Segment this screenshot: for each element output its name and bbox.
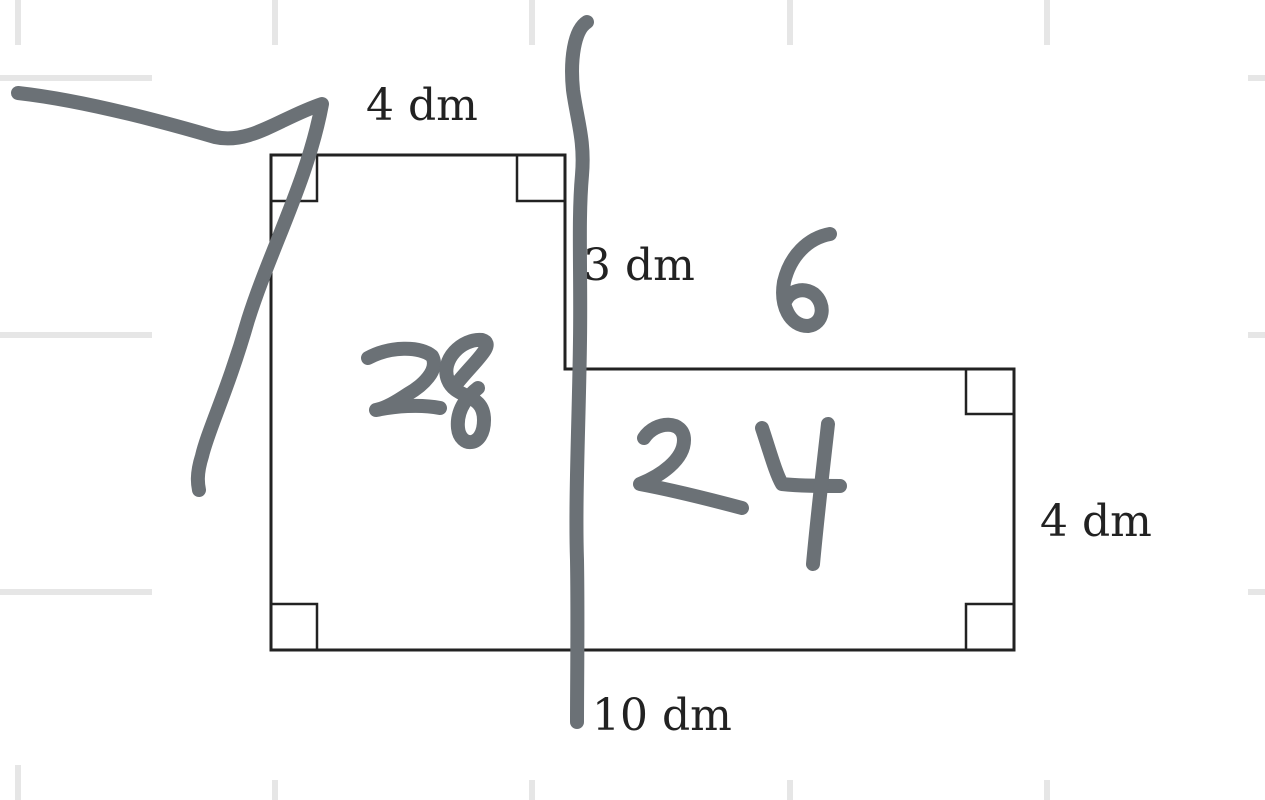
pen-stroke-digit-2 — [361, 341, 447, 417]
right-angle-marker-bottom-left — [271, 602, 319, 650]
handwritten-number-6: 6 — [776, 227, 837, 333]
pen-stroke-divider-line — [565, 15, 594, 729]
pen-stroke-seven — [11, 86, 329, 497]
pen-stroke-digit-6 — [776, 227, 837, 333]
handwritten-number-24: 24 — [633, 417, 847, 571]
pen-stroke-digit-2b — [633, 417, 749, 515]
handwriting-layer: 28 6 24 — [11, 15, 847, 729]
pen-stroke-digit-8 — [439, 332, 494, 450]
label-right-height: 4 dm — [1040, 496, 1152, 547]
label-top-width: 4 dm — [366, 80, 478, 131]
handwritten-number-28: 28 — [360, 332, 494, 450]
right-angle-marker-top-right — [515, 155, 565, 203]
pen-stroke-digit-4-vertical — [806, 417, 835, 571]
label-bottom-width: 10 dm — [592, 690, 732, 741]
handwritten-area-right-text: 24 — [640, 499, 642, 501]
right-angle-markers — [271, 155, 1014, 650]
handwritten-area-left-text: 28 — [360, 414, 362, 416]
right-angle-marker-bottom-right — [964, 602, 1014, 650]
handwritten-step-annotation-text: 6 — [780, 319, 781, 321]
l-shape-outline — [269, 153, 1016, 652]
right-angle-marker-step-right — [964, 369, 1014, 416]
label-step-height: 3 dm — [583, 240, 695, 291]
